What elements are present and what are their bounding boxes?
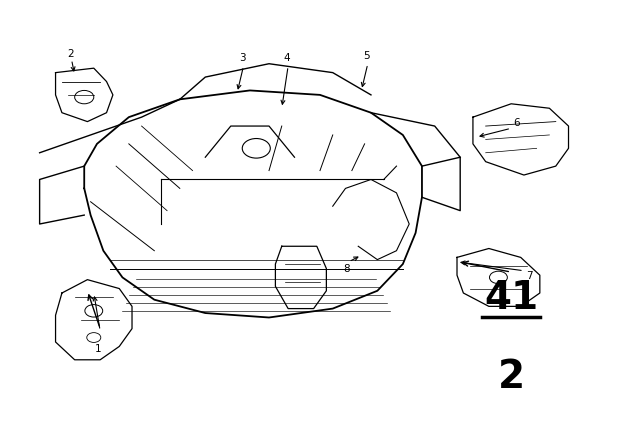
Text: 2: 2 [67, 49, 74, 59]
Text: 8: 8 [344, 263, 350, 274]
Text: 1: 1 [95, 344, 102, 353]
Text: 3: 3 [239, 53, 246, 63]
Text: 7: 7 [525, 271, 532, 281]
Text: 6: 6 [513, 118, 520, 128]
Text: 5: 5 [364, 51, 370, 61]
Text: 41: 41 [484, 280, 538, 318]
Text: 2: 2 [498, 358, 525, 396]
Text: 4: 4 [284, 53, 290, 63]
